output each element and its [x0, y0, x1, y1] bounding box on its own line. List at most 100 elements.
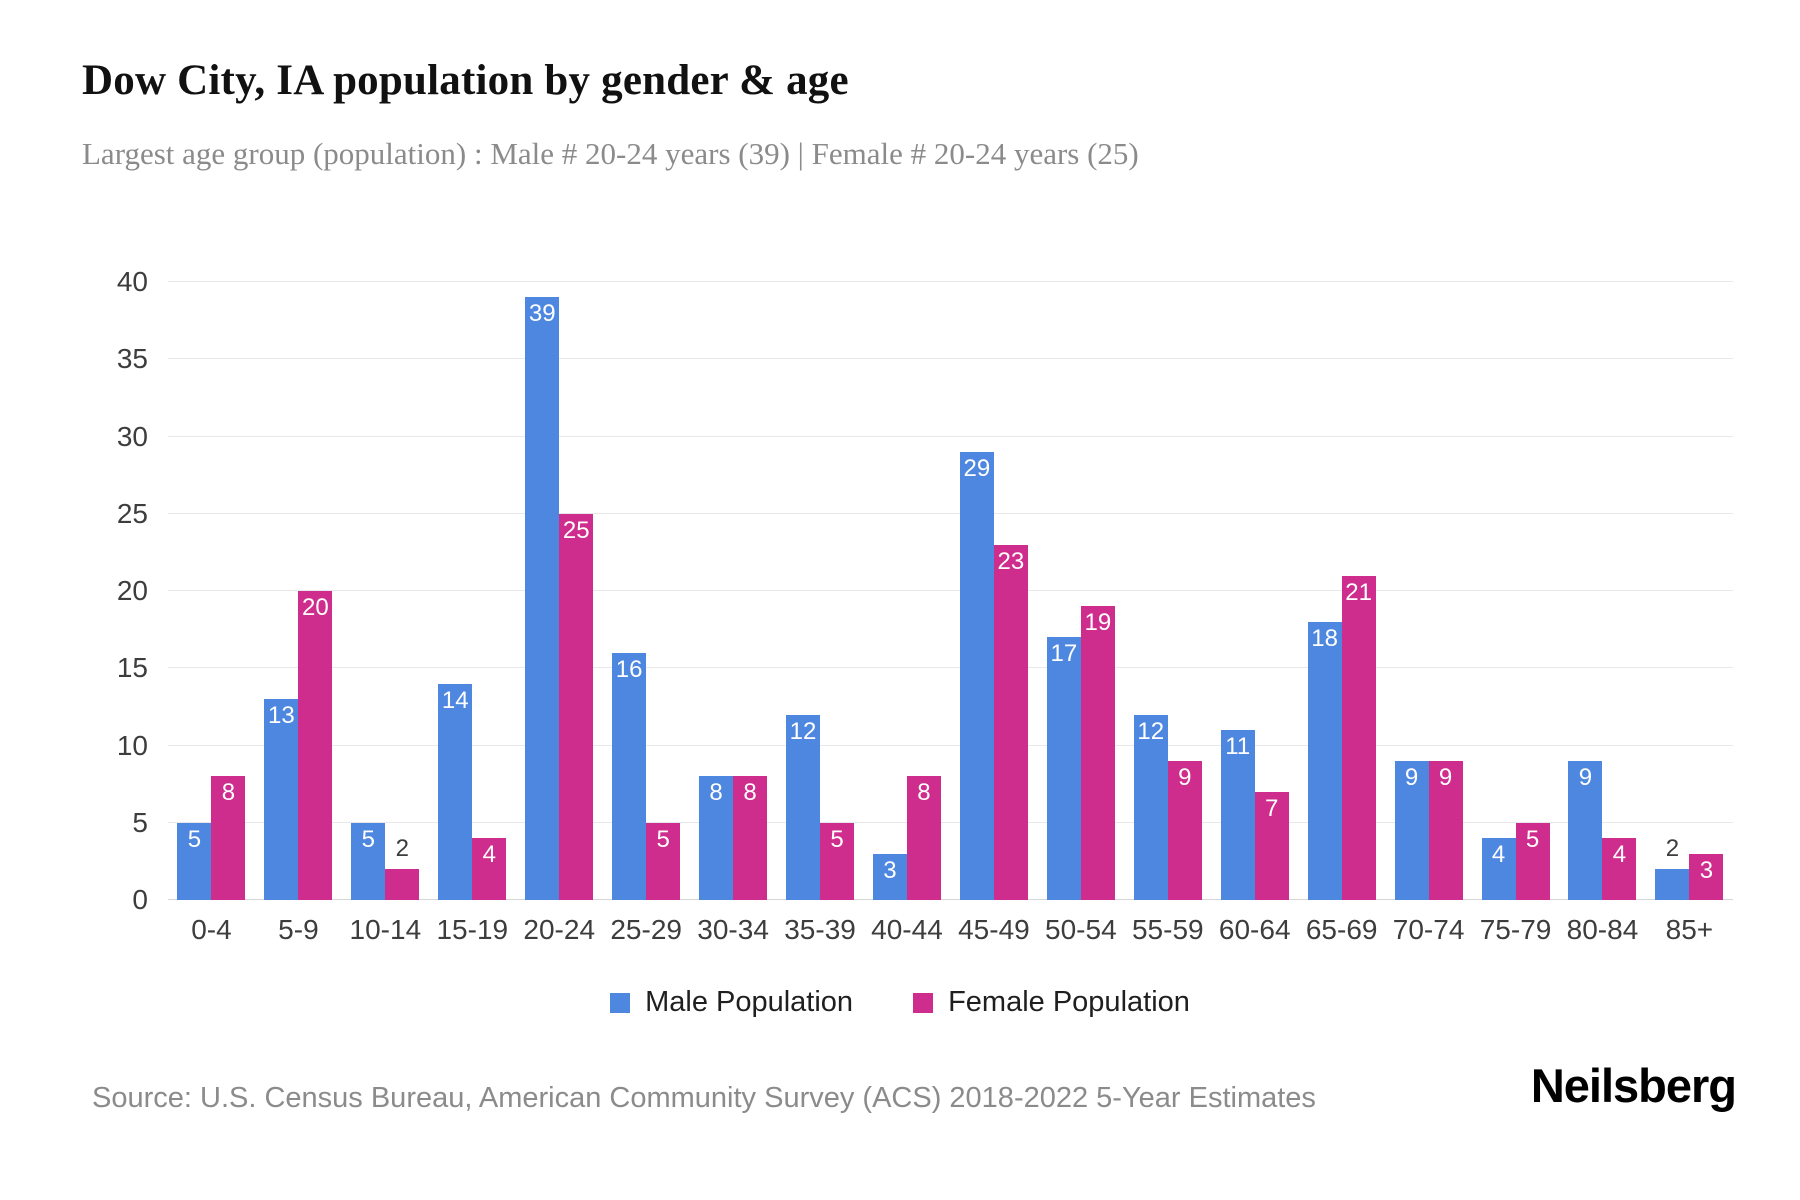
bar-group-10-14: 5 2 10-14 [350, 282, 421, 945]
legend-item-female-population[interactable]: Female Population [913, 986, 1190, 1019]
bar-female-population-60-64[interactable]: 7 [1254, 791, 1289, 900]
legend-swatch-icon [913, 992, 934, 1013]
gridline [168, 435, 1733, 437]
bar-group-75-79: 4 5 75-79 [1480, 282, 1551, 945]
bar-male-population-60-64[interactable]: 11 [1220, 730, 1255, 900]
chart-title: Dow City, IA population by gender & age [82, 57, 849, 104]
bar-male-population-75-79[interactable]: 4 [1481, 838, 1516, 900]
bar-female-population-25-29[interactable]: 5 [646, 822, 681, 900]
bar-value-label: 5 [361, 825, 376, 853]
bar-group-50-54: 17 19 50-54 [1045, 282, 1117, 945]
bar-female-population-70-74[interactable]: 9 [1428, 760, 1463, 900]
bar-value-label: 25 [562, 516, 590, 544]
bar-male-population-65-69[interactable]: 18 [1307, 621, 1342, 900]
bar-male-population-25-29[interactable]: 16 [612, 652, 647, 900]
bar-value-label: 4 [1612, 841, 1627, 869]
bar-male-population-70-74[interactable]: 9 [1394, 760, 1429, 900]
x-axis-tick-label: 40-44 [871, 914, 943, 945]
bar-female-population-55-59[interactable]: 9 [1167, 760, 1202, 900]
bar-male-population-20-24[interactable]: 39 [525, 297, 560, 900]
bar-female-population-35-39[interactable]: 5 [820, 822, 855, 900]
bar-female-population-45-49[interactable]: 23 [993, 544, 1028, 900]
bar-male-population-10-14[interactable]: 5 [351, 822, 386, 900]
bar-male-population-35-39[interactable]: 12 [786, 714, 821, 900]
x-axis-tick-label: 60-64 [1218, 914, 1291, 945]
bar-group-0-4: 5 8 0-4 [177, 282, 246, 945]
x-axis-tick-label: 80-84 [1566, 914, 1639, 945]
bar-female-population-5-9[interactable]: 20 [298, 591, 333, 900]
bar-value-label: 23 [997, 547, 1025, 575]
bar-value-label: 8 [709, 779, 723, 807]
bar-female-population-65-69[interactable]: 21 [1341, 575, 1376, 900]
x-axis-tick-label: 20-24 [523, 914, 596, 945]
bar-male-population-45-49[interactable]: 29 [959, 451, 994, 900]
bar-male-population-55-59[interactable]: 12 [1133, 714, 1168, 900]
bar-value-label: 9 [1578, 763, 1593, 791]
gridline [168, 512, 1733, 514]
gridline [168, 821, 1733, 823]
legend-swatch-icon [610, 992, 631, 1013]
bar-female-population-80-84[interactable]: 4 [1602, 838, 1637, 900]
bar-group-80-84: 9 4 80-84 [1567, 282, 1638, 945]
bar-female-population-50-54[interactable]: 19 [1080, 606, 1115, 900]
x-axis-tick-label: 70-74 [1392, 914, 1465, 945]
gridline [168, 667, 1733, 669]
bar-value-label: 5 [656, 825, 670, 853]
bar-value-label: 29 [963, 454, 991, 482]
gridline [168, 744, 1733, 746]
bar-male-population-50-54[interactable]: 17 [1046, 637, 1081, 900]
bar-groups: 5 8 0-4 13 20 5-9 5 2 10-14 14 4 15-19 39 25 20-24 16 5 2… [168, 282, 1733, 945]
bar-value-label: 9 [1438, 763, 1453, 791]
x-axis-tick-label: 10-14 [349, 914, 422, 945]
y-axis-tick-label: 20 [116, 575, 148, 606]
legend-item-male-population[interactable]: Male Population [610, 986, 853, 1019]
bar-value-label: 14 [441, 686, 469, 714]
bar-female-population-15-19[interactable]: 4 [472, 838, 507, 900]
bar-female-population-10-14[interactable]: 2 [385, 837, 420, 900]
x-axis-tick-label: 45-49 [958, 914, 1030, 945]
bar-value-label: 5 [1525, 825, 1540, 853]
y-axis-tick-label: 5 [132, 806, 148, 838]
bar-female-population-20-24[interactable]: 25 [559, 513, 594, 900]
bar-male-population-5-9[interactable]: 13 [264, 699, 299, 900]
gridline [168, 899, 1733, 900]
x-axis-tick-label: 5-9 [278, 914, 319, 945]
bar-female-population-30-34[interactable]: 8 [733, 776, 768, 900]
bar-group-55-59: 12 9 55-59 [1132, 282, 1204, 945]
bar-male-population-40-44[interactable]: 3 [872, 853, 907, 900]
bar-value-label: 20 [302, 594, 329, 621]
bar-value-label: 11 [1225, 733, 1251, 761]
bar-male-population-15-19[interactable]: 14 [438, 683, 473, 900]
x-axis-tick-label: 30-34 [697, 914, 769, 945]
bar-female-population-40-44[interactable]: 8 [906, 776, 941, 900]
bar-group-60-64: 11 7 60-64 [1219, 282, 1291, 945]
source-text: Source: U.S. Census Bureau, American Com… [92, 1082, 1316, 1114]
legend-label: Male Population [645, 986, 854, 1018]
bar-value-label: 3 [1699, 856, 1714, 884]
x-axis-tick-label: 25-29 [610, 914, 682, 945]
bar-female-population-75-79[interactable]: 5 [1515, 822, 1550, 900]
x-axis-tick-label: 15-19 [436, 914, 509, 945]
bar-value-label: 8 [221, 779, 236, 807]
bar-group-25-29: 16 5 25-29 [610, 282, 682, 945]
bar-value-label: 2 [395, 835, 410, 863]
bar-male-population-80-84[interactable]: 9 [1568, 760, 1603, 900]
bar-value-label: 7 [1265, 794, 1279, 822]
x-axis-tick-label: 85+ [1665, 914, 1714, 945]
bar-value-label: 13 [268, 702, 295, 730]
x-axis-tick-label: 0-4 [191, 914, 232, 945]
bar-female-population-0-4[interactable]: 8 [211, 776, 246, 900]
bar-male-population-0-4[interactable]: 5 [177, 822, 212, 900]
bar-group-15-19: 14 4 15-19 [436, 282, 508, 945]
bar-male-population-30-34[interactable]: 8 [699, 776, 734, 900]
bar-male-population-85+[interactable]: 2 [1655, 837, 1690, 900]
bar-female-population-85+[interactable]: 3 [1689, 853, 1724, 900]
bar-group-45-49: 29 23 45-49 [958, 282, 1030, 945]
bar-value-label: 21 [1345, 578, 1373, 606]
bar-group-30-34: 8 8 30-34 [697, 282, 769, 945]
bar-group-5-9: 13 20 5-9 [264, 282, 333, 945]
x-axis-tick-label: 65-69 [1305, 914, 1378, 945]
y-axis-tick-label: 25 [116, 497, 148, 529]
bar-value-label: 18 [1311, 624, 1339, 652]
plot-area: 0 5 10 15 20 25 30 35 40 5 8 0-4 13 20 5-9 5 2 10-14 14 4 15… [117, 268, 1733, 945]
